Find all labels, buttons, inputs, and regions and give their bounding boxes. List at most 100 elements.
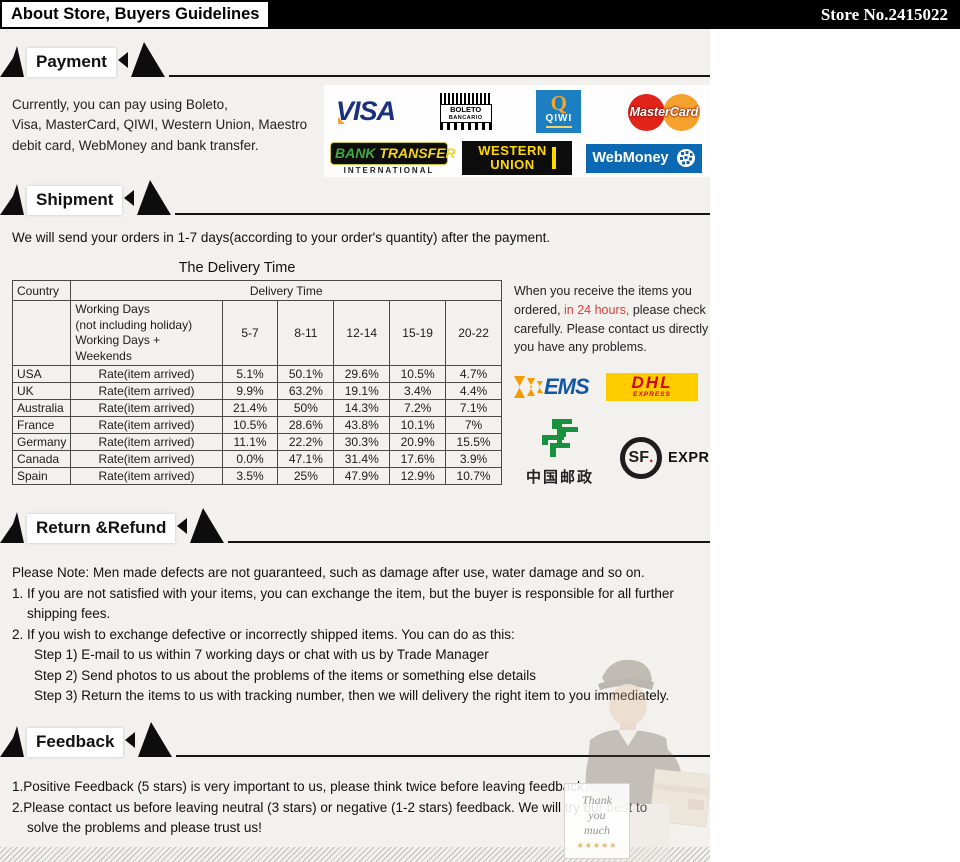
section-divider (176, 754, 710, 757)
return-step-1: Step 1) E-mail to us within 7 working da… (34, 647, 489, 663)
webmoney-logo-icon: WebMoney (586, 143, 702, 173)
table-subheader-row: Working Days (not including holiday) Wor… (11, 299, 502, 367)
table-row: Australia Rate(item arrived) 21.4% 50% 1… (11, 399, 502, 418)
section-title-payment: Payment (27, 48, 116, 77)
receive-notice: When you receive the items you ordered, … (514, 284, 710, 355)
boleto-logo-icon: BOLETO BANCARIO (439, 93, 492, 130)
return-policy-text: Please Note: Men made defects are not gu… (0, 543, 710, 707)
highlight-24-hours: in 24 hours, (564, 302, 630, 317)
content-area: Payment Currently, you can pay using Bol… (0, 29, 710, 862)
visa-logo-icon: VISA (336, 96, 396, 126)
day-range: 8-11 (277, 299, 335, 367)
visa-tick-icon (338, 117, 345, 124)
mastercard-orange-circle (663, 93, 700, 131)
section-divider (228, 541, 710, 543)
col-header-country: Country (11, 280, 72, 301)
western-union-logo-icon: WESTERN UNION (462, 141, 572, 175)
shipment-intro: We will send your orders in 1-7 days(acc… (12, 230, 551, 245)
qiwi-bird-icon: Q (550, 91, 568, 115)
return-step-3: Step 3) Return the items to us with trac… (34, 688, 670, 704)
courier-logo-row-1: EMS DHL EXPRESS (514, 373, 710, 401)
top-bar: About Store, Buyers Guidelines Store No.… (0, 0, 960, 29)
day-range: 5-7 (221, 299, 279, 367)
ribbon-left-icon (0, 725, 24, 757)
section-header-shipment: Shipment (0, 179, 710, 215)
table-row: France Rate(item arrived) 10.5% 28.6% 43… (11, 416, 502, 435)
barcode-icon (439, 122, 492, 130)
section-divider (175, 213, 710, 215)
section-header-return: Return &Refund (0, 507, 710, 543)
payment-description: Currently, you can pay using Boleto, Vis… (0, 85, 324, 177)
feedback-item-2: 2.Please contact us before leaving neutr… (12, 799, 648, 815)
col-header-delivery-time: Delivery Time (70, 280, 502, 301)
western-union-bar (551, 147, 556, 169)
section-title-feedback: Feedback (27, 727, 124, 757)
table-row: USA Rate(item arrived) 5.1% 50.1% 29.6% … (11, 365, 502, 384)
feedback-text: 1.Positive Feedback (5 stars) is very im… (0, 757, 710, 840)
working-days-cell: Working Days (not including holiday) Wor… (70, 299, 223, 367)
sf-express-logo-icon: SF. EXPRESS (620, 437, 710, 487)
delivery-time-table: Country Delivery Time Working Days (not … (11, 280, 502, 486)
qiwi-logo-icon: Q QIWI (536, 90, 582, 133)
ems-logo-icon: EMS (514, 374, 606, 400)
store-number: Store No.2415022 (820, 4, 948, 24)
section-title-shipment: Shipment (27, 186, 123, 215)
section-title-return: Return &Refund (27, 514, 176, 543)
section-header-payment: Payment (0, 41, 710, 77)
delivery-table-title: The Delivery Time (178, 260, 296, 276)
sf-red-dot: . (649, 449, 654, 466)
receive-notice-panel: When you receive the items you ordered, … (502, 280, 710, 487)
feedback-item-2-cont: solve the problems and please trust us! (27, 820, 262, 836)
section-divider (168, 75, 710, 77)
payment-line-3: debit card, WebMoney and bank transfer. (12, 137, 259, 153)
five-stars-icon: ★★★★★ (576, 841, 618, 850)
section-header-feedback: Feedback (0, 721, 710, 757)
table-row: Canada Rate(item arrived) 0.0% 47.1% 31.… (11, 450, 502, 469)
china-post-name: 中国邮政 (525, 469, 594, 486)
delivery-table-wrap: Country Delivery Time Working Days (not … (0, 280, 502, 487)
payment-logo-row-2: BANK TRANSFER INTERNATIONAL WESTERN UNION… (330, 141, 702, 175)
table-row: Germany Rate(item arrived) 11.1% 22.2% 3… (11, 433, 502, 452)
mastercard-red-circle (628, 93, 665, 131)
courier-logo-row-2: 中国邮政 SF. EXPRESS (514, 419, 710, 487)
table-row: UK Rate(item arrived) 9.9% 63.2% 19.1% 3… (11, 382, 502, 401)
return-item-1: 1. If you are not satisfied with your it… (12, 585, 674, 601)
return-step-2: Step 2) Send photos to us about the prob… (34, 667, 537, 683)
payment-logos-panel: VISA BOLETO BANCARIO Q QIWI Maste (324, 85, 710, 177)
day-range: 15-19 (389, 299, 447, 367)
payment-line-2: Visa, MasterCard, QIWI, Western Union, M… (12, 117, 308, 133)
payment-line-1: Currently, you can pay using Boleto, (12, 97, 228, 112)
page-title: About Store, Buyers Guidelines (2, 1, 269, 28)
ribbon-right-icon (125, 721, 173, 757)
table-header-row: Country Delivery Time (11, 280, 502, 301)
day-range: 20-22 (445, 299, 502, 367)
sf-ring-icon: SF. (620, 437, 662, 479)
china-post-emblem-icon (542, 419, 578, 457)
payment-logo-row-1: VISA BOLETO BANCARIO Q QIWI Maste (330, 90, 702, 133)
china-post-logo-icon: 中国邮政 (514, 419, 606, 487)
ribbon-left-icon (0, 512, 24, 543)
shipment-body: Country Delivery Time Working Days (not … (0, 280, 710, 487)
ribbon-left-icon (0, 46, 24, 77)
ribbon-right-icon (117, 42, 165, 77)
day-range: 12-14 (333, 299, 391, 367)
ribbon-left-icon (0, 184, 24, 215)
ribbon-right-icon (124, 180, 172, 215)
payment-section: Currently, you can pay using Boleto, Vis… (0, 85, 710, 177)
hatch-stripe-band (0, 847, 710, 862)
feedback-item-1: 1.Positive Feedback (5 stars) is very im… (12, 778, 588, 794)
return-note: Please Note: Men made defects are not gu… (12, 565, 645, 580)
dhl-logo-icon: DHL EXPRESS (606, 373, 698, 401)
ribbon-right-icon (177, 508, 225, 543)
bank-transfer-logo-icon: BANK TRANSFER INTERNATIONAL (330, 141, 456, 175)
webmoney-globe-icon (676, 149, 695, 167)
return-item-2: 2. If you wish to exchange defective or … (12, 626, 515, 642)
thank-you-sign: Thank you much ★★★★★ (564, 783, 630, 859)
courier-man-image: Thank you much ★★★★★ (540, 652, 710, 862)
table-row: Spain Rate(item arrived) 3.5% 25% 47.9% … (11, 467, 502, 486)
mastercard-logo-icon: MasterCard (626, 92, 702, 132)
barcode-icon (439, 93, 492, 105)
return-item-1-cont: shipping fees. (27, 606, 111, 622)
ems-wing-icon (514, 376, 543, 398)
